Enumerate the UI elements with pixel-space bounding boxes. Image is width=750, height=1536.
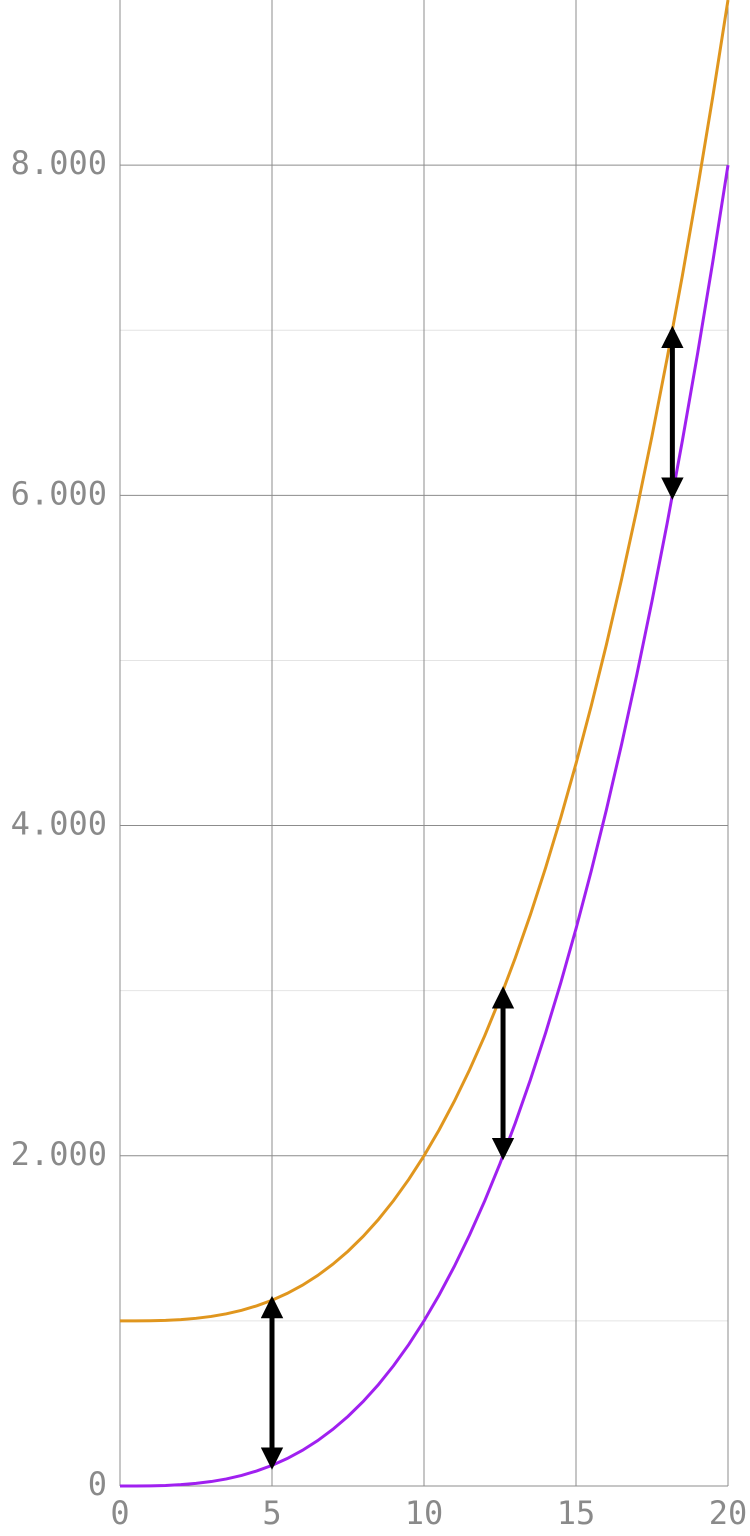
y-tick-label: 0 xyxy=(88,1465,107,1503)
x-tick-label: 10 xyxy=(405,1494,444,1532)
x-tick-label: 5 xyxy=(262,1494,281,1532)
x-tick-label: 15 xyxy=(557,1494,596,1532)
y-tick-label: 8.000 xyxy=(11,144,107,182)
series-line xyxy=(119,0,730,1323)
x-tick-label: 20 xyxy=(709,1494,748,1532)
y-tick-label: 6.000 xyxy=(11,474,107,512)
x-tick-label: 0 xyxy=(110,1494,129,1532)
y-tick-label: 2.000 xyxy=(11,1135,107,1173)
series-line xyxy=(119,164,730,1488)
y-tick-label: 4.000 xyxy=(11,805,107,843)
